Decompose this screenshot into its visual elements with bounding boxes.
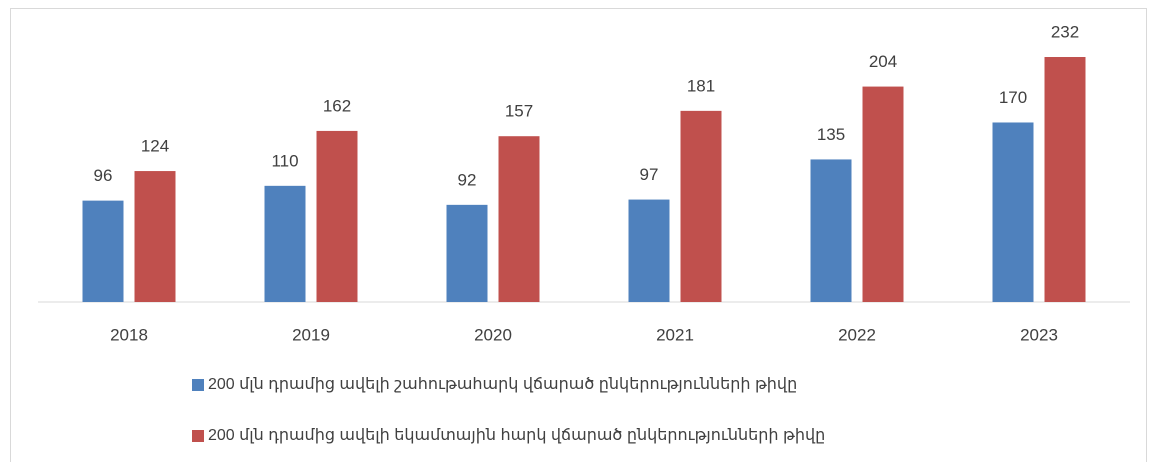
- value-label: 170: [999, 88, 1027, 107]
- x-tick-label: 2020: [474, 325, 512, 344]
- legend-swatch: [192, 379, 204, 391]
- value-label: 97: [640, 165, 659, 184]
- bar: [628, 199, 670, 302]
- bar: [82, 200, 124, 302]
- bar: [680, 110, 722, 302]
- bar: [1044, 57, 1086, 303]
- bar: [446, 204, 488, 302]
- value-label: 96: [94, 166, 113, 185]
- x-tick-label: 2023: [1020, 325, 1058, 344]
- x-tick-label: 2019: [292, 325, 330, 344]
- value-label: 124: [141, 137, 169, 156]
- bar: [134, 171, 176, 302]
- legend-label: 200 մլն դրամից ավելի շահութահարկ վճարած …: [208, 376, 797, 393]
- x-tick-label: 2018: [110, 325, 148, 344]
- x-tick-label: 2022: [838, 325, 876, 344]
- value-label: 204: [869, 52, 897, 71]
- bar: [316, 130, 358, 302]
- bar: [992, 122, 1034, 302]
- legend-label: 200 մլն դրամից ավելի եկամտային հարկ վճար…: [208, 427, 825, 444]
- value-label: 162: [323, 96, 351, 115]
- legend-swatch: [192, 430, 204, 442]
- value-label: 157: [505, 102, 533, 121]
- bar: [264, 185, 306, 302]
- value-label: 135: [817, 125, 845, 144]
- value-label: 110: [271, 151, 298, 170]
- value-label: 181: [687, 76, 715, 95]
- bar: [810, 159, 852, 302]
- x-tick-label: 2021: [656, 325, 694, 344]
- value-label: 92: [458, 170, 477, 189]
- bar: [862, 86, 904, 303]
- bar: [498, 136, 540, 302]
- value-label: 232: [1051, 22, 1079, 41]
- chart-frame: [10, 8, 1147, 462]
